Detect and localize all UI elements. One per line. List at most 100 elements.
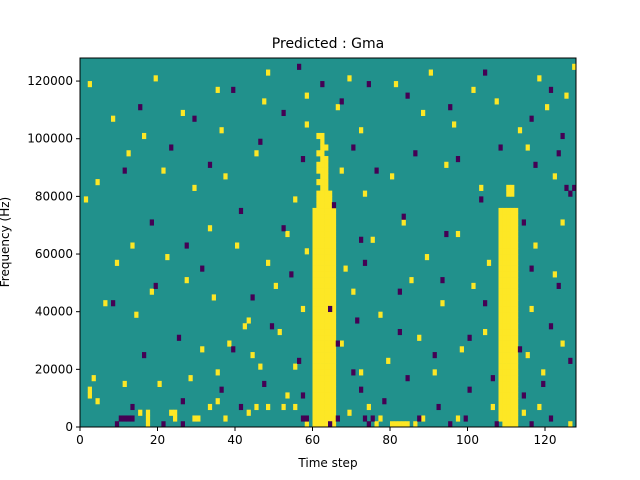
heatmap-cell [328,346,333,353]
heatmap-cell [502,334,507,341]
heatmap-cell [316,305,321,313]
heatmap-cell [483,328,488,336]
heatmap-cell [510,357,515,364]
heatmap-cell [359,386,364,393]
heatmap-cell [328,207,333,215]
heatmap-cell [502,323,507,330]
heatmap-cell [514,317,519,324]
y-tick-label: 120000 [27,74,73,88]
heatmap-cell [285,230,290,238]
heatmap-cell [196,415,201,422]
heatmap-cell [331,380,337,387]
heatmap-cell [502,277,507,284]
heatmap-cell [161,167,166,174]
heatmap-cell [328,219,333,226]
heatmap-cell [390,173,395,180]
heatmap-cell [324,415,329,422]
heatmap-cell [316,409,321,416]
heatmap-cell [510,254,515,261]
heatmap-cell [331,236,337,243]
heatmap-cell [320,132,325,140]
heatmap-cell [514,421,519,428]
heatmap-cell [498,213,503,220]
heatmap-cell [506,369,511,376]
heatmap-cell [324,179,329,186]
heatmap-cell [324,184,329,191]
heatmap-cell [498,288,503,295]
heatmap-cell [328,259,333,266]
heatmap-cell [328,254,333,261]
heatmap-cell [320,421,325,428]
heatmap-cell [506,386,511,393]
heatmap-cell [506,225,511,232]
heatmap-cell [114,259,120,266]
heatmap-cell [510,282,515,289]
heatmap-cell [506,328,511,336]
heatmap-cell [316,230,321,238]
heatmap-cell [506,254,511,261]
heatmap-cell [324,161,329,168]
heatmap-cell [285,392,290,399]
heatmap-cell [320,213,325,220]
heatmap-cells [83,63,577,428]
heatmap-cell [552,271,557,278]
heatmap-cell [510,242,515,249]
heatmap-cell [436,403,441,411]
heatmap-cell [331,357,337,364]
heatmap-cell [312,265,317,272]
heatmap-cell [250,294,255,301]
heatmap-cell [324,190,329,197]
heatmap-cell [502,403,507,411]
heatmap-cell [328,392,333,399]
heatmap-cell [320,328,325,336]
heatmap-cell [320,409,325,416]
heatmap-cell [506,363,511,370]
x-axis-label: Time step [297,456,357,470]
heatmap-cell [324,242,329,249]
heatmap-cell [498,305,503,313]
heatmap-cell [498,386,503,393]
heatmap-cell [331,415,337,422]
heatmap-cell [510,409,515,416]
heatmap-cell [331,271,337,278]
heatmap-cell [324,369,329,376]
heatmap-cell [498,415,503,422]
heatmap-cell [316,323,321,330]
heatmap-cell [498,282,503,289]
heatmap-cell [529,421,534,428]
heatmap-cell [95,179,100,186]
heatmap-cell [312,230,317,238]
heatmap-cell [320,334,325,341]
heatmap-cell [572,63,577,70]
heatmap-cell [560,219,565,226]
heatmap-cell [417,415,422,422]
heatmap-cell [316,219,321,226]
heatmap-cell [533,242,538,249]
heatmap-cell [316,317,321,324]
heatmap-cell [331,340,337,347]
heatmap-cell [517,346,523,353]
heatmap-cell [521,219,526,226]
heatmap-cell [324,294,329,301]
heatmap-cell [568,421,573,428]
heatmap-cell [207,161,213,168]
heatmap-cell [215,86,220,93]
heatmap-cell [126,150,131,157]
heatmap-cell [324,259,329,266]
heatmap-cell [517,127,523,134]
heatmap-cell [118,415,123,422]
heatmap-cell [498,357,503,364]
heatmap-cell [502,317,507,324]
heatmap-cell [498,219,503,226]
heatmap-cell [328,213,333,220]
heatmap-cell [548,86,554,93]
heatmap-cell [312,403,317,411]
heatmap-cell [506,334,511,341]
heatmap-cell [316,328,321,336]
heatmap-cell [328,398,333,405]
heatmap-cell [324,196,329,203]
heatmap-cell [506,340,511,347]
heatmap-cell [328,386,333,393]
heatmap-cell [320,190,325,197]
